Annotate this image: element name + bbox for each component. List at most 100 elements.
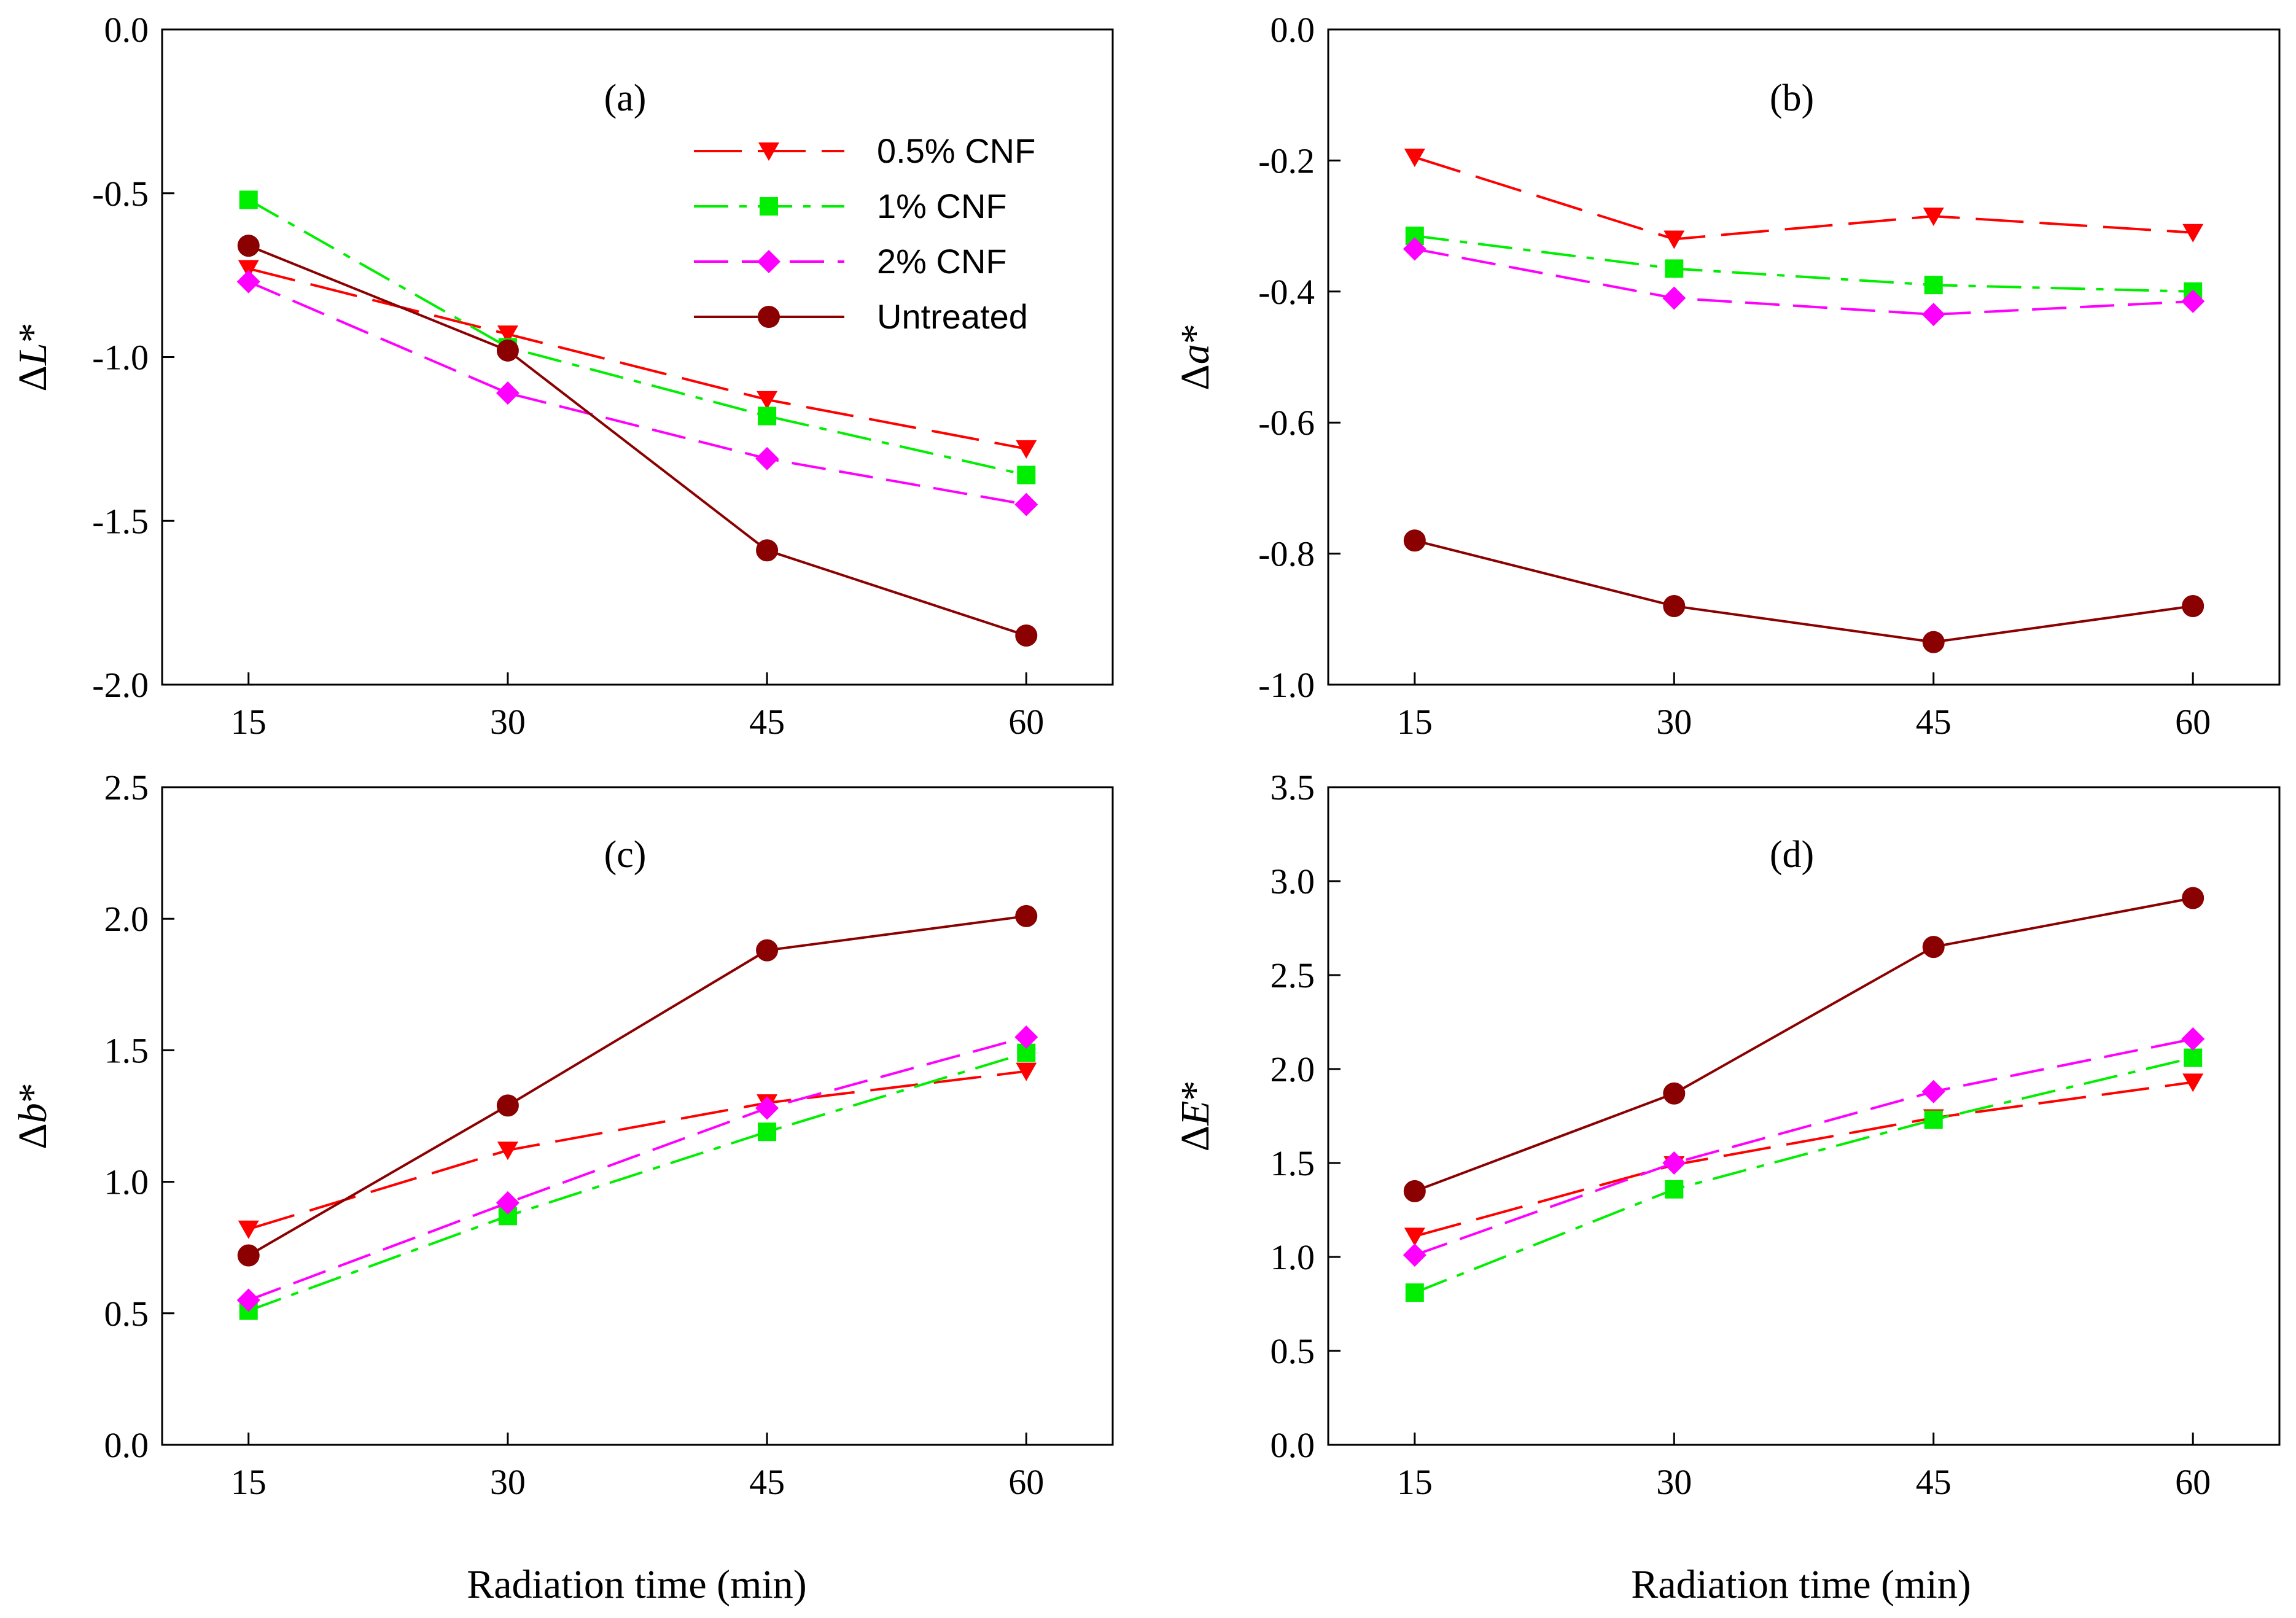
panel-a-series-untreated-point <box>756 539 779 562</box>
panel-d-series-untreated <box>1403 887 2205 1202</box>
panel-a-label: (a) <box>604 77 647 119</box>
panel-a-series-1-cnf-point <box>1017 465 1036 484</box>
panel-b-series-untreated <box>1403 529 2205 653</box>
panel-d-series-2-cnf-line <box>1414 1038 2193 1256</box>
panel-c-series-2-cnf-point <box>1014 1025 1038 1049</box>
panel-c-series-untreated-line <box>247 914 1027 1257</box>
panel-a-series-2-cnf <box>236 270 1038 516</box>
panel-a-series-untreated <box>237 235 1038 647</box>
panel-b-series-2-cnf-line <box>1414 247 2193 316</box>
legend: 0.5% CNF 1% CNF 2% CNF Untreated <box>694 131 1035 336</box>
legend-item-untreated-label: Untreated <box>877 297 1028 336</box>
panel-d-series-1-cnf-point <box>1405 1283 1424 1302</box>
panel-d-ytick-label: 1.5 <box>1271 1143 1315 1183</box>
panel-d-series-1-cnf-point <box>1665 1180 1684 1199</box>
panel-d-xtick-label: 45 <box>1916 1462 1952 1502</box>
panel-b-xtick-label: 30 <box>1656 702 1692 742</box>
panel-a-xtick-label: 30 <box>490 702 526 742</box>
panel-c-series-untreated-point <box>1015 904 1038 927</box>
panel-c-series-2-cnf-point <box>755 1096 779 1120</box>
panel-c-series-untreated-point <box>237 1244 260 1267</box>
panel-a-y-axis-title: ΔL* <box>10 322 55 391</box>
panel-d-series-2-cnf-point <box>1921 1079 1945 1103</box>
panel-a-series-2-cnf-point <box>755 446 779 470</box>
panel-b-series-untreated-line <box>1414 539 2193 644</box>
panel-a-series-untreated-point <box>496 339 519 362</box>
panel-c-xtick-label: 45 <box>749 1462 785 1502</box>
panel-b-ytick-label: -0.8 <box>1258 534 1315 574</box>
panel-c-xtick-label: 60 <box>1008 1462 1044 1502</box>
panel-a-series-untreated-point <box>1015 624 1038 647</box>
panel-b-xtick-label: 60 <box>2175 702 2211 742</box>
panel-a-xtick-label: 60 <box>1008 702 1044 742</box>
panel-b-series-0-5-cnf-point <box>1404 149 1425 168</box>
panel-c-label: (c) <box>604 834 647 876</box>
legend-item-0-5-cnf: 0.5% CNF <box>694 131 1035 170</box>
panel-a-ytick-label: 0.0 <box>104 10 149 50</box>
panel-a-series-0-5-cnf-point <box>1016 440 1037 459</box>
panel-c-ytick-label: 2.0 <box>104 899 149 939</box>
panel-a-series-2-cnf-point <box>1014 492 1038 516</box>
panel-a-series-2-cnf-line <box>247 280 1027 506</box>
panel-c-series-2-cnf-line <box>248 1036 1027 1302</box>
panel-b-series-untreated-point <box>2182 594 2205 617</box>
panel-b-series-0-5-cnf-point <box>2182 224 2204 243</box>
panel-d-series-untreated-point <box>2182 887 2205 909</box>
panel-b-y-axis-title: Δa* <box>1173 324 1218 390</box>
panel-d-series-0-5-cnf-line <box>1414 1081 2193 1238</box>
legend-item-untreated-marker <box>758 306 780 328</box>
panel-d-series-0-5-cnf <box>1404 1073 2204 1247</box>
panel-b-xtick-label: 45 <box>1916 702 1952 742</box>
panel-d-series-2-cnf <box>1403 1027 2205 1267</box>
panel-c-series-0-5-cnf-point <box>238 1220 259 1239</box>
panel-d-series-2-cnf-point <box>2181 1027 2205 1051</box>
panel-c-ytick-label: 0.0 <box>104 1425 149 1465</box>
panel-a-xtick-label: 15 <box>231 702 267 742</box>
panel-c-series-untreated-point <box>756 939 779 962</box>
panel-a-ytick-label: -0.5 <box>92 174 149 214</box>
legend-item-2-cnf-label: 2% CNF <box>877 242 1007 281</box>
panel-b-series-2-cnf <box>1403 237 2205 327</box>
legend-item-0-5-cnf-marker <box>758 142 779 161</box>
panel-a-series-1-cnf <box>239 190 1036 484</box>
panel-b: 0.0 -0.2 -0.4 -0.6 -0.8 -1.0 15 30 45 60 (b) Δa* <box>1173 10 2281 742</box>
panel-c-series-0-5-cnf <box>238 1062 1037 1239</box>
panel-b-series-2-cnf-point <box>1921 303 1945 327</box>
panel-b-series-untreated-point <box>1403 529 1426 552</box>
panel-c-series-2-cnf <box>236 1025 1038 1312</box>
panel-d-series-1-cnf <box>1405 1048 2203 1302</box>
panel-b-series-1-cnf <box>1405 227 2203 301</box>
panel-d-frame <box>1327 786 2281 1446</box>
panel-b-series-2-cnf-point <box>1403 237 1426 261</box>
panel-b-series-2-cnf-point <box>2181 289 2205 313</box>
panel-b-xtick-label: 15 <box>1397 702 1433 742</box>
panel-d-series-untreated-point <box>1922 936 1945 959</box>
panel-b-series-untreated-point <box>1922 631 1945 653</box>
panel-c-ytick-label: 0.5 <box>104 1294 149 1334</box>
panel-b-ytick-label: -0.2 <box>1258 141 1315 181</box>
panels: 0.0 -0.5 -1.0 -1.5 -2.0 15 30 45 60 (a) ΔL* 0.5% CN… <box>10 10 2281 1502</box>
panel-c-series-2-cnf-point <box>236 1288 260 1312</box>
legend-item-untreated: Untreated <box>694 297 1028 336</box>
panel-a-series-1-cnf-point <box>239 190 258 209</box>
legend-item-2-cnf-marker <box>757 250 780 273</box>
panel-d-y-axis-title: ΔE* <box>1173 1081 1218 1152</box>
panel-d-series-2-cnf-point <box>1403 1243 1426 1267</box>
panel-d-label: (d) <box>1770 834 1814 876</box>
panel-a-series-0-5-cnf-line <box>248 267 1027 450</box>
panel-b-frame <box>1327 28 2281 686</box>
panel-a-xtick-label: 45 <box>749 702 785 742</box>
legend-item-2-cnf: 2% CNF <box>694 242 1007 281</box>
panel-d-xtick-label: 30 <box>1656 1462 1692 1502</box>
panel-b-ytick-label: -0.4 <box>1258 272 1315 312</box>
panel-a-series-0-5-cnf-point <box>497 325 518 344</box>
panel-b-series-0-5-cnf <box>1404 149 2204 249</box>
panel-b-series-1-cnf-line <box>1414 235 2193 293</box>
legend-item-0-5-cnf-label: 0.5% CNF <box>877 131 1035 170</box>
panel-d-xtick-label: 15 <box>1397 1462 1433 1502</box>
panel-b-series-0-5-cnf-line <box>1414 156 2193 241</box>
panel-d-series-0-5-cnf-point <box>2182 1073 2204 1092</box>
panel-a-ytick-label: -1.5 <box>92 501 149 541</box>
panel-c-xtick-label: 30 <box>490 1462 526 1502</box>
